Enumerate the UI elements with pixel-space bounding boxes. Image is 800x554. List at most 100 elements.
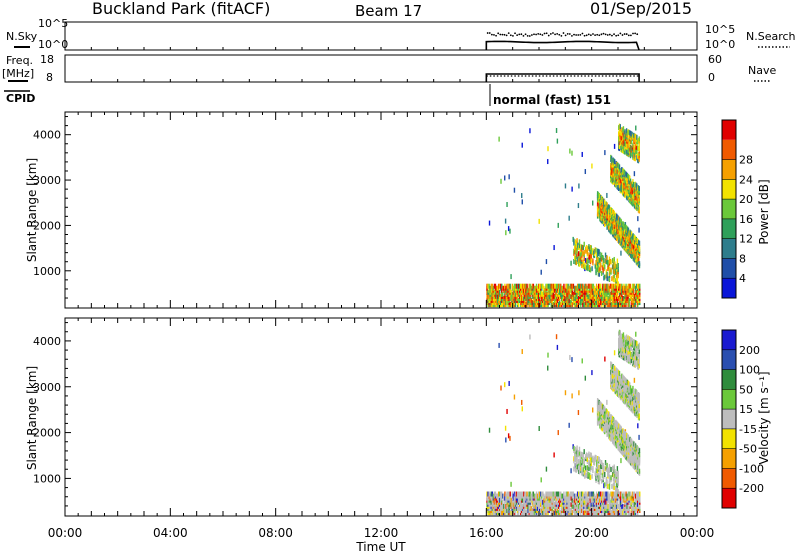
velocity-cell bbox=[633, 406, 636, 412]
velocity-cell bbox=[569, 508, 571, 514]
velocity-cell bbox=[568, 493, 570, 499]
velocity-cell bbox=[570, 468, 572, 474]
power-cell bbox=[634, 236, 637, 242]
power-cell bbox=[630, 231, 633, 237]
power-cell bbox=[615, 270, 618, 276]
power-cell bbox=[595, 283, 598, 289]
power-cell bbox=[505, 295, 507, 301]
power-cell bbox=[611, 229, 614, 235]
power-cell bbox=[621, 135, 623, 141]
velocity-cell bbox=[629, 345, 632, 351]
velocity-cell bbox=[623, 452, 626, 458]
nsearch-point bbox=[632, 32, 634, 35]
velocity-cell bbox=[629, 491, 631, 497]
velocity-cell bbox=[496, 501, 499, 507]
velocity-cell bbox=[529, 491, 531, 497]
power-cell bbox=[607, 205, 609, 211]
velocity-cell bbox=[540, 477, 542, 483]
power-cell bbox=[608, 277, 611, 283]
power-cell bbox=[635, 289, 638, 295]
power-cell bbox=[546, 291, 548, 297]
power-cell bbox=[620, 287, 622, 293]
velocity-cell bbox=[532, 491, 535, 497]
velocity-cell bbox=[600, 405, 602, 411]
velocity-cell bbox=[594, 495, 597, 501]
power-cell bbox=[616, 274, 619, 280]
power-cell bbox=[496, 298, 499, 304]
power-cell bbox=[598, 213, 600, 219]
velocity-cell bbox=[501, 510, 503, 516]
nsearch-point bbox=[579, 33, 582, 36]
velocity-cell bbox=[622, 389, 625, 395]
power-cell bbox=[632, 233, 634, 239]
power-cell bbox=[589, 249, 592, 255]
velocity-cell bbox=[611, 383, 614, 389]
power-cell bbox=[506, 289, 508, 295]
power-cell bbox=[608, 270, 611, 276]
power-cell bbox=[533, 285, 536, 291]
power-cell bbox=[578, 239, 581, 245]
velocity-cell bbox=[514, 510, 517, 516]
power-cell bbox=[596, 211, 599, 217]
power-cell bbox=[607, 264, 610, 270]
velocity-cell bbox=[605, 408, 608, 414]
velocity-cell bbox=[604, 499, 606, 505]
power-cell bbox=[621, 283, 623, 289]
velocity-cell bbox=[637, 464, 639, 470]
power-cell bbox=[589, 283, 591, 289]
velocity-cell bbox=[508, 491, 510, 497]
velocity-cell bbox=[583, 493, 585, 499]
velocity-cell bbox=[533, 510, 536, 516]
power-cell bbox=[521, 199, 523, 205]
power-cell bbox=[623, 130, 625, 136]
nsky-line bbox=[485, 40, 640, 51]
velocity-cell bbox=[618, 370, 621, 376]
nsearch-point bbox=[617, 34, 620, 37]
power-cell bbox=[625, 190, 628, 196]
velocity-cell bbox=[543, 493, 545, 499]
velocity-cell bbox=[624, 356, 626, 362]
power-cell bbox=[579, 289, 581, 295]
power-cell bbox=[606, 295, 608, 301]
power-cell bbox=[628, 283, 630, 289]
velocity-cell bbox=[606, 503, 608, 509]
power-cell bbox=[601, 255, 604, 261]
velocity-cell bbox=[514, 491, 517, 497]
velocity-cell bbox=[624, 341, 626, 347]
velocity-cell bbox=[504, 491, 506, 497]
velocity-cell bbox=[621, 333, 623, 339]
velocity-cell bbox=[623, 491, 625, 497]
velocity-cell bbox=[621, 373, 623, 379]
velocity-cell bbox=[573, 497, 576, 503]
velocity-cell bbox=[610, 362, 613, 368]
power-cell bbox=[600, 207, 602, 213]
power-ytick-label-1: 2000 bbox=[33, 219, 61, 232]
power-cell bbox=[489, 295, 491, 301]
power-cell bbox=[634, 235, 636, 241]
velocity-cell bbox=[632, 396, 634, 402]
nsearch-point bbox=[596, 33, 599, 36]
power-cell bbox=[523, 287, 525, 293]
velocity-cell bbox=[548, 497, 550, 503]
velocity-cell bbox=[622, 332, 625, 338]
power-cell bbox=[626, 295, 628, 301]
power-cell bbox=[605, 283, 607, 289]
nsky-tick-right-top: 10^5 bbox=[705, 23, 735, 36]
velocity-cell bbox=[621, 349, 623, 355]
power-cell bbox=[624, 223, 626, 229]
velocity-cell bbox=[518, 491, 521, 497]
power-cell bbox=[612, 167, 614, 173]
velocity-cell bbox=[547, 365, 549, 371]
power-cell bbox=[590, 283, 593, 289]
power-cell bbox=[577, 283, 580, 289]
nsearch-point bbox=[516, 34, 519, 36]
power-cell bbox=[502, 302, 504, 308]
power-cell bbox=[621, 143, 623, 149]
power-cell bbox=[530, 298, 532, 304]
velocity-cell bbox=[560, 491, 562, 497]
power-cell bbox=[627, 231, 630, 237]
power-cell bbox=[509, 302, 511, 308]
power-cell bbox=[577, 295, 580, 301]
velocity-cell bbox=[613, 417, 615, 423]
velocity-cell bbox=[554, 497, 557, 503]
